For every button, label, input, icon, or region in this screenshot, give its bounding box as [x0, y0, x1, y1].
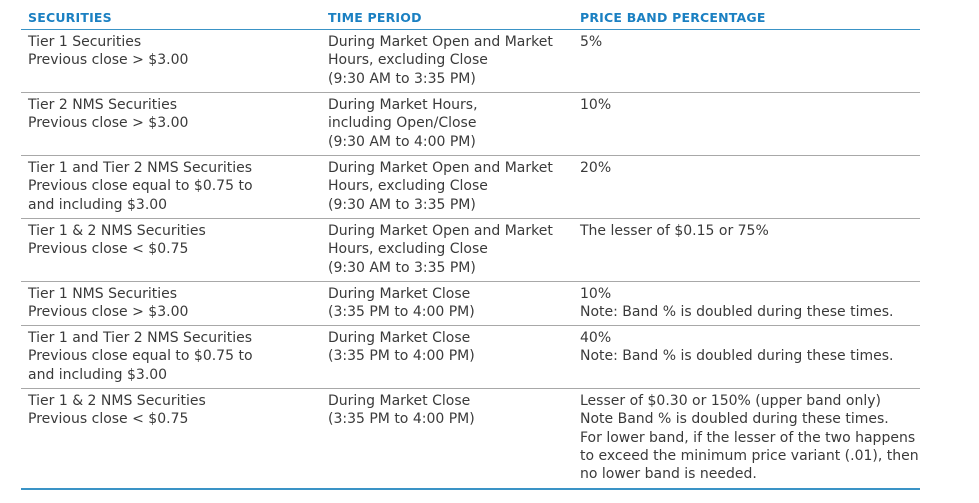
securities-cell: Tier 1 NMS Securities Previous close > $3…	[21, 282, 321, 325]
header-time-period: TIME PERIOD	[328, 10, 422, 25]
cell-text-line: Tier 2 NMS Securities	[28, 97, 178, 113]
cell-text-line: During Market Open and Market	[328, 160, 553, 176]
table-row: Tier 1 & 2 NMS Securities Previous close …	[21, 219, 920, 282]
cell-text-line: and including $3.00	[28, 366, 168, 383]
table-body: Tier 1 Securities Previous close > $3.00 D…	[21, 30, 920, 490]
cell-text-line: Note Band % is doubled during these time…	[580, 411, 889, 428]
header-price-band: PRICE BAND PERCENTAGE	[580, 10, 766, 25]
price-band-cell: The lesser of $0.15 or 75%	[573, 219, 920, 281]
table-row: Tier 1 and Tier 2 NMS Securities Previous…	[21, 156, 920, 219]
time-period-cell: During Market Close (3:35 PM to 4:00 PM)	[321, 326, 573, 388]
cell-text-line: During Market Hours,	[328, 97, 478, 113]
table-row: Tier 1 NMS Securities Previous close > $3…	[21, 282, 920, 326]
table-row: Tier 1 & 2 NMS Securities Previous close …	[21, 389, 920, 490]
cell-text-line: During Market Open and Market	[328, 34, 553, 50]
price-band-cell: 40% Note: Band % is doubled during these …	[573, 326, 920, 388]
time-period-cell: During Market Open and Market Hours, excl…	[321, 156, 573, 218]
cell-text-line: no lower band is needed.	[580, 466, 757, 483]
cell-text-line: including Open/Close	[328, 115, 477, 132]
table-header: SECURITIES TIME PERIOD PRICE BAND PERCEN…	[21, 0, 920, 30]
cell-text-line: 5%	[580, 34, 603, 50]
cell-text-line: Previous close equal to $0.75 to	[28, 348, 253, 365]
cell-text-line: For lower band, if the lesser of the two…	[580, 429, 916, 446]
cell-text-line: (9:30 AM to 3:35 PM)	[328, 259, 476, 276]
table-row: Tier 1 and Tier 2 NMS Securities Previous…	[21, 326, 920, 389]
cell-text-line: (9:30 AM to 3:35 PM)	[328, 196, 476, 213]
cell-text-line: Note: Band % is doubled during these tim…	[580, 304, 894, 321]
cell-text-line: Hours, excluding Close	[328, 178, 488, 195]
securities-cell: Tier 1 & 2 NMS Securities Previous close …	[21, 389, 321, 488]
cell-text-line: Previous close equal to $0.75 to	[28, 178, 253, 195]
cell-text-line: Tier 1 & 2 NMS Securities	[28, 393, 206, 409]
cell-text-line: and including $3.00	[28, 196, 168, 213]
securities-cell: Tier 1 and Tier 2 NMS Securities Previous…	[21, 156, 321, 218]
price-band-cell: 5%	[573, 30, 920, 92]
securities-cell: Tier 1 & 2 NMS Securities Previous close …	[21, 219, 321, 281]
cell-text-line: Previous close < $0.75	[28, 411, 189, 428]
cell-text-line: Previous close > $3.00	[28, 304, 189, 321]
price-band-cell: Lesser of $0.30 or 150% (upper band only…	[573, 389, 920, 488]
cell-text-line: (3:35 PM to 4:00 PM)	[328, 348, 475, 365]
cell-text-line: (9:30 AM to 3:35 PM)	[328, 70, 476, 87]
securities-cell: Tier 1 and Tier 2 NMS Securities Previous…	[21, 326, 321, 388]
time-period-cell: During Market Open and Market Hours, excl…	[321, 219, 573, 281]
cell-text-line: During Market Close	[328, 393, 471, 409]
cell-text-line: to exceed the minimum price variant (.01…	[580, 447, 919, 464]
cell-text-line: During Market Close	[328, 286, 471, 302]
time-period-cell: During Market Hours, including Open/Close…	[321, 93, 573, 155]
cell-text-line: Lesser of $0.30 or 150% (upper band only…	[580, 393, 881, 409]
price-band-cell: 20%	[573, 156, 920, 218]
time-period-cell: During Market Close (3:35 PM to 4:00 PM)	[321, 282, 573, 325]
cell-text-line: Tier 1 NMS Securities	[28, 286, 178, 302]
cell-text-line: The lesser of $0.15 or 75%	[580, 223, 769, 239]
cell-text-line: Hours, excluding Close	[328, 52, 488, 69]
time-period-cell: During Market Open and Market Hours, excl…	[321, 30, 573, 92]
cell-text-line: During Market Close	[328, 330, 471, 346]
cell-text-line: (3:35 PM to 4:00 PM)	[328, 304, 475, 321]
cell-text-line: Previous close > $3.00	[28, 52, 189, 69]
cell-text-line: Previous close < $0.75	[28, 241, 189, 258]
cell-text-line: Tier 1 and Tier 2 NMS Securities	[28, 160, 253, 176]
cell-text-line: 40%	[580, 330, 612, 346]
price-band-cell: 10% Note: Band % is doubled during these …	[573, 282, 920, 325]
cell-text-line: Previous close > $3.00	[28, 115, 189, 132]
price-band-table: SECURITIES TIME PERIOD PRICE BAND PERCEN…	[21, 0, 920, 490]
time-period-cell: During Market Close (3:35 PM to 4:00 PM)	[321, 389, 573, 488]
cell-text-line: (9:30 AM to 4:00 PM)	[328, 133, 476, 150]
cell-text-line: Hours, excluding Close	[328, 241, 488, 258]
cell-text-line: Tier 1 and Tier 2 NMS Securities	[28, 330, 253, 346]
header-securities: SECURITIES	[28, 10, 112, 25]
table-row: Tier 2 NMS Securities Previous close > $3…	[21, 93, 920, 156]
securities-cell: Tier 2 NMS Securities Previous close > $3…	[21, 93, 321, 155]
cell-text-line: 10%	[580, 97, 612, 113]
cell-text-line: Tier 1 Securities	[28, 34, 142, 50]
price-band-cell: 10%	[573, 93, 920, 155]
cell-text-line: Tier 1 & 2 NMS Securities	[28, 223, 206, 239]
cell-text-line: Note: Band % is doubled during these tim…	[580, 348, 894, 365]
table-row: Tier 1 Securities Previous close > $3.00 D…	[21, 30, 920, 93]
cell-text-line: 10%	[580, 286, 612, 302]
cell-text-line: (3:35 PM to 4:00 PM)	[328, 411, 475, 428]
cell-text-line: 20%	[580, 160, 612, 176]
securities-cell: Tier 1 Securities Previous close > $3.00	[21, 30, 321, 92]
cell-text-line: During Market Open and Market	[328, 223, 553, 239]
